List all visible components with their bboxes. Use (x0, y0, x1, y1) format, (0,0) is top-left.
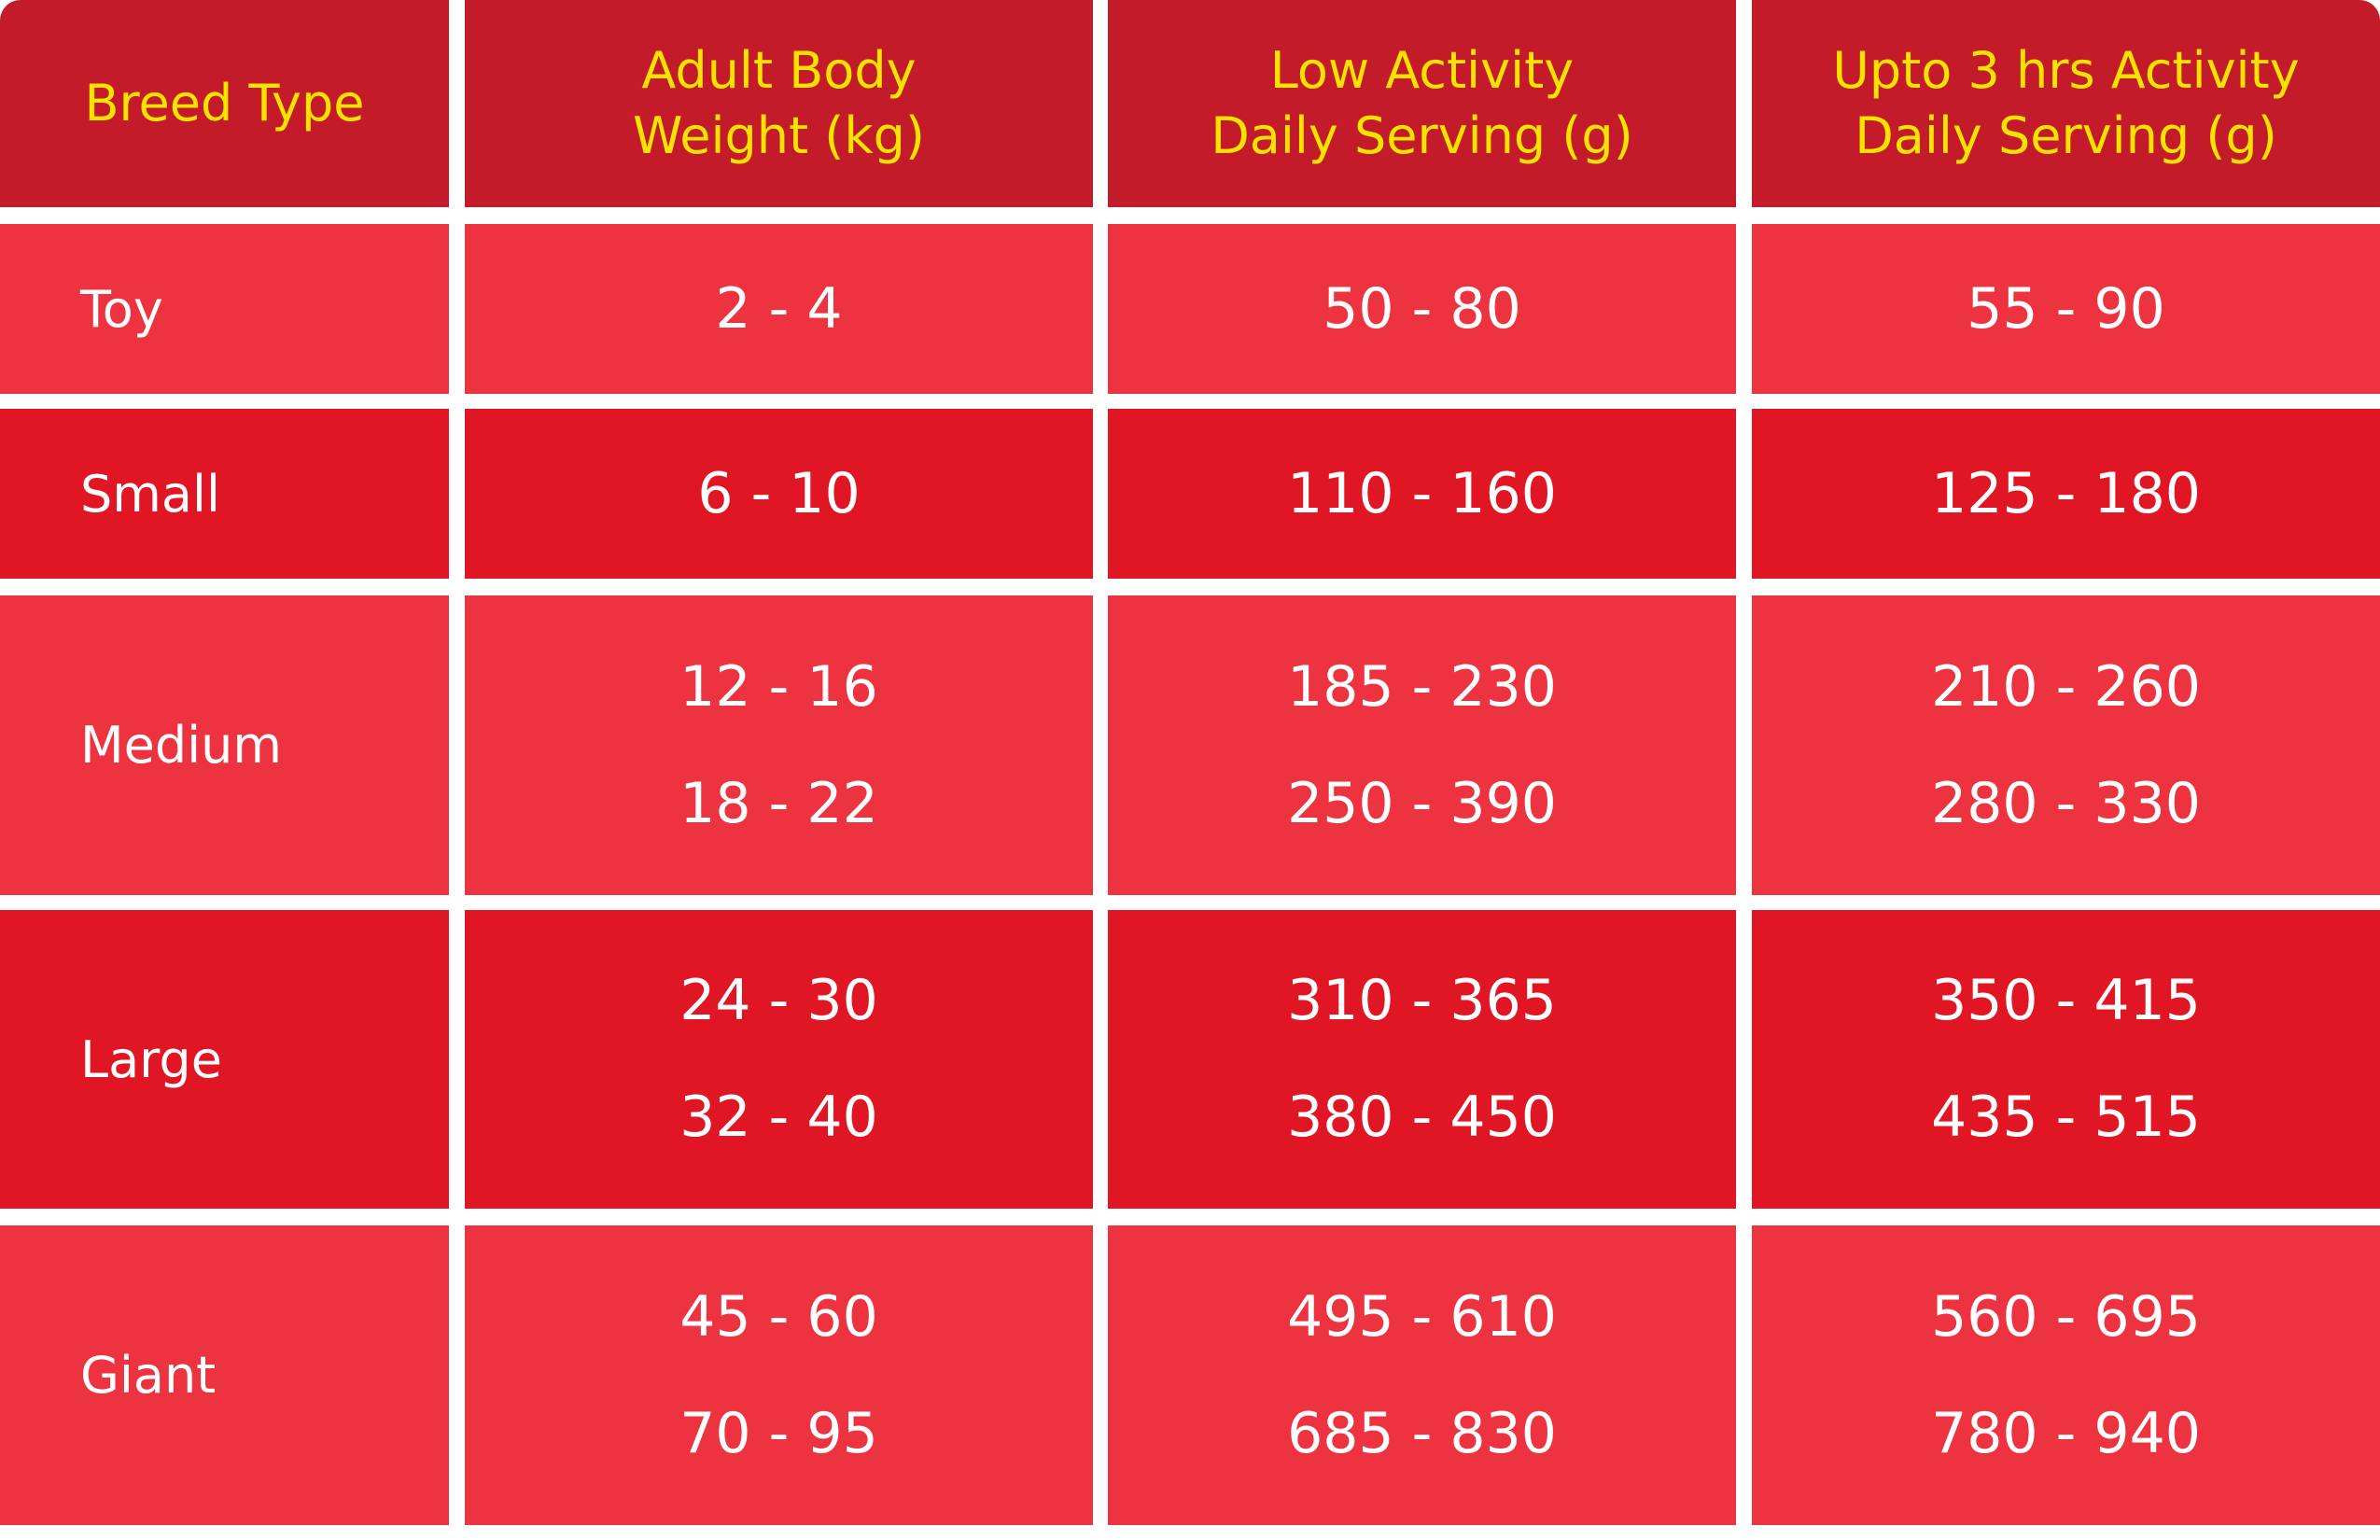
value-cell: 350 - 415 435 - 515 (1752, 910, 2380, 1209)
value-text: 70 - 95 (679, 1400, 878, 1466)
breed-cell: Small (0, 409, 449, 579)
breed-text: Toy (80, 279, 163, 339)
value-text: 18 - 22 (679, 770, 878, 836)
header-text: Weight (kg) (633, 106, 925, 165)
value-text: 55 - 90 (1967, 275, 2165, 342)
breed-text: Giant (80, 1346, 217, 1405)
value-cell: 210 - 260 280 - 330 (1752, 595, 2380, 895)
header-text: Breed Type (84, 74, 365, 133)
value-text: 210 - 260 (1931, 653, 2201, 720)
value-text: 280 - 330 (1931, 770, 2201, 836)
breed-cell: Toy (0, 224, 449, 394)
value-text: 2 - 4 (715, 275, 843, 342)
header-text: Adult Body (641, 41, 917, 100)
value-text: 350 - 415 (1931, 968, 2201, 1033)
value-text: 560 - 695 (1931, 1283, 2201, 1350)
header-text: Upto 3 hrs Activity (1832, 41, 2300, 100)
header-cell: Breed Type (0, 0, 449, 207)
value-cell: 2 - 4 (465, 224, 1093, 394)
value-text: 24 - 30 (679, 968, 878, 1033)
value-cell: 6 - 10 (465, 409, 1093, 579)
value-cell: 125 - 180 (1752, 409, 2380, 579)
value-text: 780 - 940 (1931, 1400, 2201, 1466)
value-text: 495 - 610 (1287, 1283, 1557, 1350)
breed-cell: Large (0, 910, 449, 1209)
value-text: 685 - 830 (1287, 1400, 1557, 1466)
breed-text: Medium (80, 716, 282, 775)
value-cell: 55 - 90 (1752, 224, 2380, 394)
value-cell: 495 - 610 685 - 830 (1108, 1225, 1736, 1525)
value-text: 12 - 16 (679, 653, 878, 720)
value-cell: 110 - 160 (1108, 409, 1736, 579)
header-cell: Adult Body Weight (kg) (465, 0, 1093, 207)
header-cell: Upto 3 hrs Activity Daily Serving (g) (1752, 0, 2380, 207)
breed-text: Small (80, 464, 220, 524)
value-cell: 45 - 60 70 - 95 (465, 1225, 1093, 1525)
value-cell: 12 - 16 18 - 22 (465, 595, 1093, 895)
header-text: Low Activity (1269, 41, 1575, 100)
header-text: Daily Serving (g) (1211, 106, 1633, 165)
value-cell: 24 - 30 32 - 40 (465, 910, 1093, 1209)
value-text: 50 - 80 (1323, 275, 1521, 342)
breed-text: Large (80, 1029, 222, 1089)
value-text: 310 - 365 (1287, 968, 1557, 1033)
value-text: 6 - 10 (697, 460, 861, 526)
value-text: 380 - 450 (1287, 1085, 1557, 1150)
value-text: 435 - 515 (1931, 1085, 2201, 1150)
header-cell: Low Activity Daily Serving (g) (1108, 0, 1736, 207)
value-text: 250 - 390 (1287, 770, 1557, 836)
breed-cell: Giant (0, 1225, 449, 1525)
header-text: Daily Serving (g) (1855, 106, 2277, 165)
value-text: 125 - 180 (1931, 460, 2201, 526)
value-text: 45 - 60 (679, 1283, 878, 1350)
value-cell: 185 - 230 250 - 390 (1108, 595, 1736, 895)
value-text: 32 - 40 (679, 1085, 878, 1150)
value-cell: 310 - 365 380 - 450 (1108, 910, 1736, 1209)
breed-cell: Medium (0, 595, 449, 895)
value-cell: 50 - 80 (1108, 224, 1736, 394)
value-text: 185 - 230 (1287, 653, 1557, 720)
value-cell: 560 - 695 780 - 940 (1752, 1225, 2380, 1525)
value-text: 110 - 160 (1287, 460, 1557, 526)
